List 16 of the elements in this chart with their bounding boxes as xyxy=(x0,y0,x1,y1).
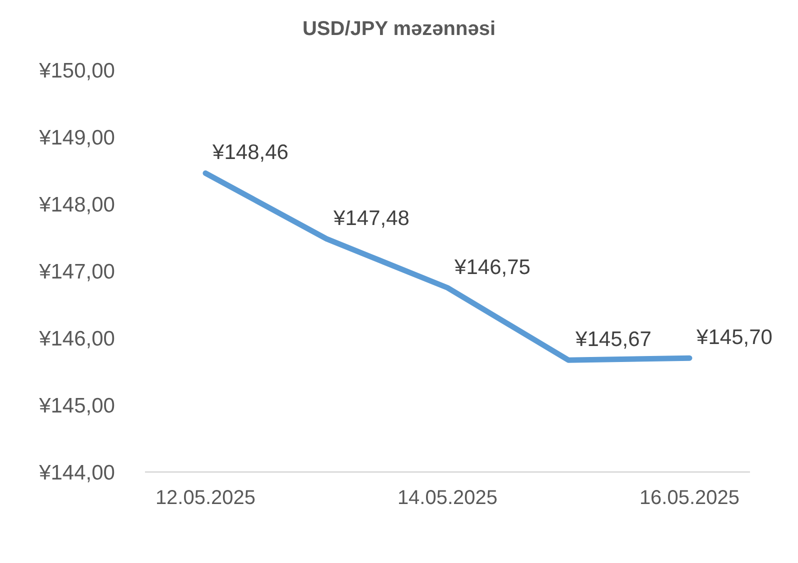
y-tick-label: ¥144,00 xyxy=(38,461,115,484)
y-tick-label: ¥150,00 xyxy=(38,59,115,82)
y-tick-label: ¥146,00 xyxy=(38,327,115,350)
x-tick-label: 14.05.2025 xyxy=(397,487,498,510)
data-label: ¥148,46 xyxy=(212,141,288,164)
y-tick-label: ¥145,00 xyxy=(38,394,115,418)
x-tick-label: 12.05.2025 xyxy=(155,487,256,510)
data-label: ¥147,48 xyxy=(332,206,410,230)
data-label: ¥146,75 xyxy=(454,256,530,279)
y-tick-label: ¥149,00 xyxy=(38,126,115,150)
data-label: ¥145,67 xyxy=(574,328,652,352)
y-tick-label: ¥148,00 xyxy=(38,193,115,216)
chart-title: USD/JPY məzənnəsi xyxy=(301,18,497,41)
data-label: ¥145,70 xyxy=(696,326,772,350)
x-tick-label: 16.05.2025 xyxy=(639,487,740,510)
y-tick-label: ¥147,00 xyxy=(38,260,115,284)
